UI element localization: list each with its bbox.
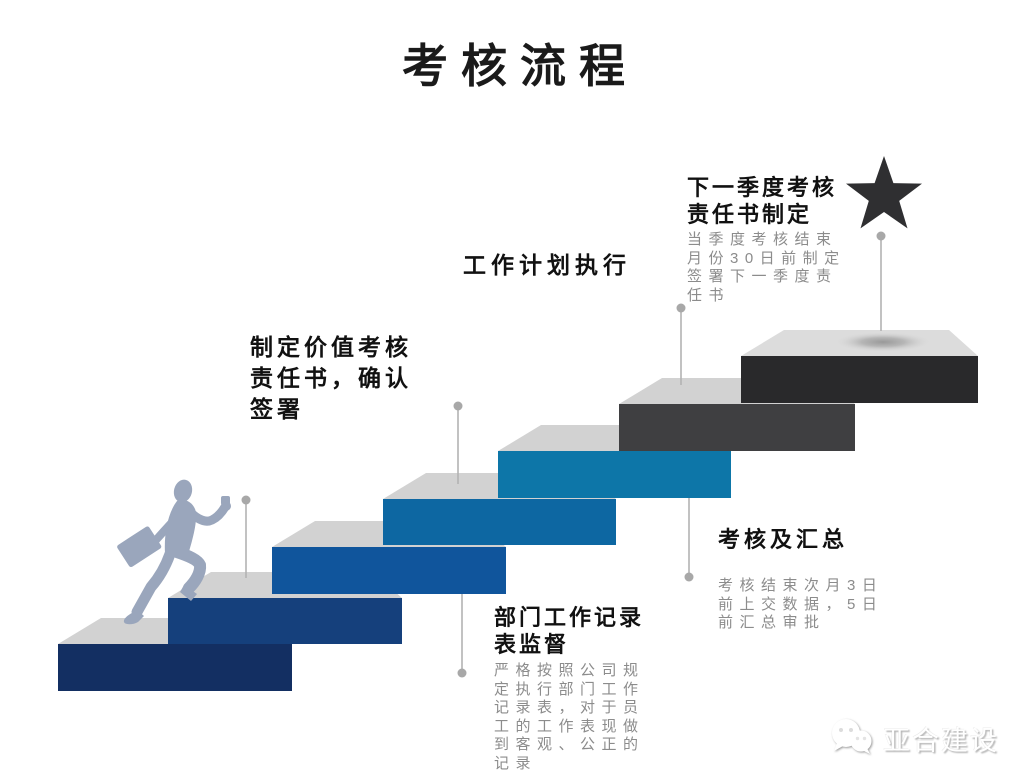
- dot-assess-summary: [684, 572, 694, 582]
- duty-book-title: 制定价值考核 责任书，确认 签署: [250, 334, 412, 422]
- label-assess-summary: 考核及汇总 考核结束次月3日 前上交数据，5日 前汇总审批: [718, 526, 908, 633]
- dot-duty-book-left: [241, 495, 251, 505]
- dot-next-quarter: [876, 231, 886, 241]
- climbing-person-icon: [117, 479, 231, 625]
- staircase: [58, 330, 978, 691]
- assess-summary-title: 考核及汇总: [718, 527, 849, 552]
- briefcase-icon: [117, 526, 162, 568]
- dot-dept-record: [457, 668, 467, 678]
- watermark-logo: 亚合建设: [828, 712, 1023, 764]
- wechat-icon: [832, 719, 872, 754]
- step-4-front: [383, 499, 616, 545]
- page-title: 考核流程: [402, 40, 638, 92]
- label-dept-record: 部门工作记录 表监督 严格按照公司规 定执行部门工作 记录表，对于员 工的工作表…: [494, 604, 679, 774]
- step-2-front: [168, 598, 402, 644]
- step-7: [741, 330, 978, 403]
- step-7-crater: [835, 332, 931, 352]
- step-7-front: [741, 356, 978, 403]
- label-duty-book: 制定价值考核 责任书，确认 签署: [250, 332, 412, 425]
- step-3-front: [272, 547, 506, 594]
- dept-record-detail: 严格按照公司规 定执行部门工作 记录表，对于员 工的工作表现做 到客观、公正的 …: [494, 662, 645, 772]
- connector-dots: [241, 231, 886, 678]
- dot-duty-book: [453, 401, 463, 411]
- step-6-front: [619, 404, 855, 451]
- next-quarter-title: 下一季度考核 责任书制定: [687, 175, 838, 227]
- watermark-text: 亚合建设: [883, 725, 999, 756]
- step-5-front: [498, 451, 731, 498]
- star-icon: [846, 156, 922, 229]
- step-1-front: [58, 644, 292, 691]
- assess-summary-detail: 考核结束次月3日 前上交数据，5日 前汇总审批: [718, 577, 884, 632]
- work-plan-title: 工作计划执行: [463, 252, 631, 278]
- connector-lines: [245, 236, 882, 673]
- label-work-plan: 工作计划执行: [463, 250, 631, 281]
- dot-work-plan: [676, 303, 686, 313]
- dept-record-title: 部门工作记录 表监督: [494, 605, 645, 657]
- next-quarter-detail: 当季度考核结束 月份30日前制定 签署下一季度责 任书: [687, 231, 846, 304]
- label-next-quarter: 下一季度考核 责任书制定 当季度考核结束 月份30日前制定 签署下一季度责 任书: [687, 174, 867, 305]
